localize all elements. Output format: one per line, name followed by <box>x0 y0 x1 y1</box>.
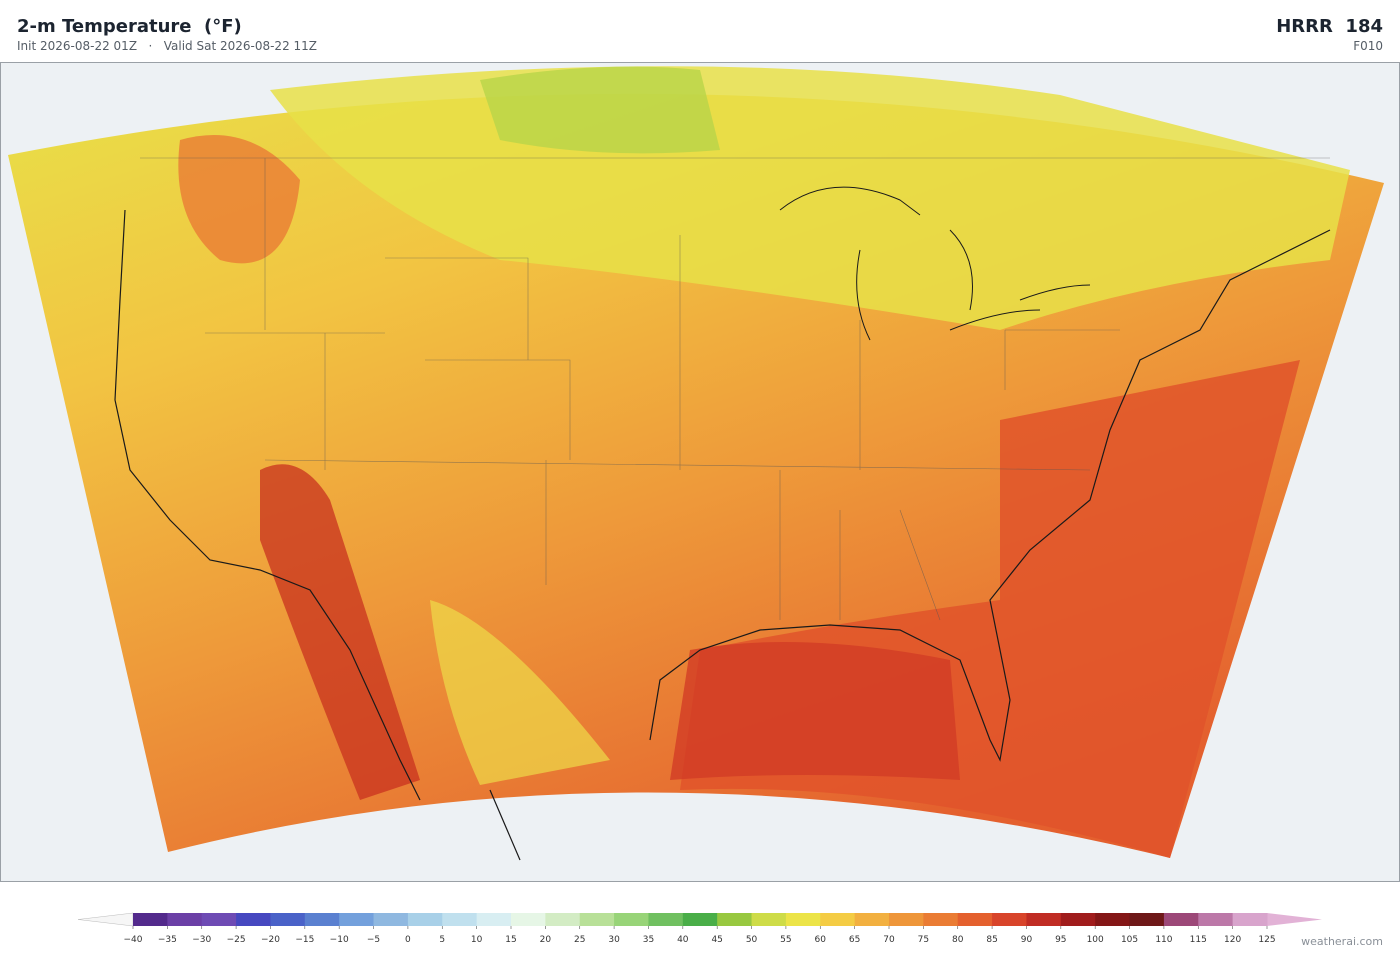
colorbar-bin <box>1026 913 1062 926</box>
coastline <box>114 209 1331 861</box>
colorbar-bin <box>717 913 753 926</box>
warm-area <box>178 135 300 264</box>
colorbar-bin <box>511 913 546 926</box>
colorbar-bin <box>476 913 512 926</box>
colorbar-bin <box>1232 913 1268 926</box>
colorbar-bin <box>992 913 1027 926</box>
colorbar-bin <box>614 913 649 926</box>
colorbar-bin <box>751 913 787 926</box>
gulf-warm <box>670 642 960 780</box>
colorbar-bin <box>304 913 340 926</box>
colorbar-tick-label: 10 <box>471 935 483 945</box>
colorbar-tick-label: 110 <box>1155 935 1172 945</box>
colorbar-tick-label: 75 <box>918 935 929 945</box>
colorbar-bin <box>442 913 478 926</box>
colorbar-over <box>1267 913 1322 926</box>
colorbar-tick-label: −35 <box>158 935 177 945</box>
colorbar-bin <box>889 913 924 926</box>
colorbar-tick-label: 20 <box>540 935 552 945</box>
colorbar-bin <box>545 913 581 926</box>
colorbar-bin <box>133 913 168 926</box>
colorbar-bin <box>1163 913 1199 926</box>
colorbar-tick-label: −25 <box>227 935 246 945</box>
colorbar-under <box>77 912 134 927</box>
colorbar-bin <box>1198 913 1234 926</box>
colorbar-bin <box>1095 913 1131 926</box>
colorbar-tick-label: 5 <box>439 935 445 945</box>
colorbar-tick-label: 0 <box>405 935 411 945</box>
colorbar-bin <box>1129 913 1165 926</box>
colorbar-bin <box>682 913 718 926</box>
colorbar-tick-label: 45 <box>711 935 722 945</box>
colorbar-bin <box>270 913 306 926</box>
colorbar-bin <box>957 913 993 926</box>
colorbar-tick-label: 35 <box>643 935 654 945</box>
map-subtitle: Init 2026-08-22 01Z · Valid Sat 2026-08-… <box>17 39 318 53</box>
colorbar-tick-label: −5 <box>367 935 380 945</box>
colorbar-bin <box>373 913 409 926</box>
colorbar-bin <box>579 913 615 926</box>
green-area <box>480 66 720 154</box>
colorbar-tick-label: 100 <box>1087 935 1104 945</box>
colorbar-tick-label: 90 <box>1021 935 1033 945</box>
colorbar-tick-label: 105 <box>1121 935 1138 945</box>
colorbar-bin <box>201 913 237 926</box>
colorbar-tick-label: 30 <box>608 935 620 945</box>
colorbar-bin <box>407 913 443 926</box>
colorbar-tick-label: 65 <box>849 935 860 945</box>
colorbar-tick-label: 120 <box>1224 935 1241 945</box>
colorbar-bin <box>854 913 890 926</box>
colorbar-tick-label: 70 <box>883 935 895 945</box>
forecast-hour: F010 <box>1353 39 1383 53</box>
colorbar-tick-label: −20 <box>261 935 280 945</box>
map-title: 2-m Temperature (°F) <box>17 16 242 37</box>
colorbar-tick-label: 25 <box>574 935 585 945</box>
mexico-cool <box>430 600 610 785</box>
colorbar-bin <box>339 913 375 926</box>
colorbar-tick-label: −40 <box>124 935 143 945</box>
colorbar-bin <box>923 913 959 926</box>
colorbar-tick-label: 115 <box>1190 935 1207 945</box>
colorbar-tick-label: 85 <box>986 935 997 945</box>
colorbar-tick-label: 60 <box>815 935 827 945</box>
model-name: HRRR 184 <box>1276 16 1383 37</box>
colorbar-tick-label: 40 <box>677 935 689 945</box>
colorbar-tick-label: −10 <box>330 935 349 945</box>
colorbar-bin <box>167 913 203 926</box>
colorbar-tick-label: 50 <box>746 935 758 945</box>
colorbar: −40 −35 −30 −25 −20 −15 −10 −5 0 5 10 15 20 25 30 35 40 4… <box>77 912 1322 945</box>
colorbar-tick-label: 125 <box>1258 935 1275 945</box>
colorbar-bin <box>785 913 821 926</box>
colorbar-bin <box>820 913 856 926</box>
colorbar-tick-label: 80 <box>952 935 964 945</box>
colorbar-bin <box>1060 913 1096 926</box>
state-borders <box>140 157 1330 621</box>
credit: weatherai.com <box>1301 935 1383 948</box>
great-lakes <box>779 186 1091 341</box>
colorbar-bin <box>236 913 271 926</box>
colorbar-tick-label: 55 <box>780 935 791 945</box>
colorbar-tick-label: −15 <box>295 935 314 945</box>
colorbar-tick-label: 15 <box>505 935 516 945</box>
colorbar-bin <box>648 913 684 926</box>
colorbar-tick-label: 95 <box>1055 935 1066 945</box>
colorbar-tick-label: −30 <box>192 935 211 945</box>
